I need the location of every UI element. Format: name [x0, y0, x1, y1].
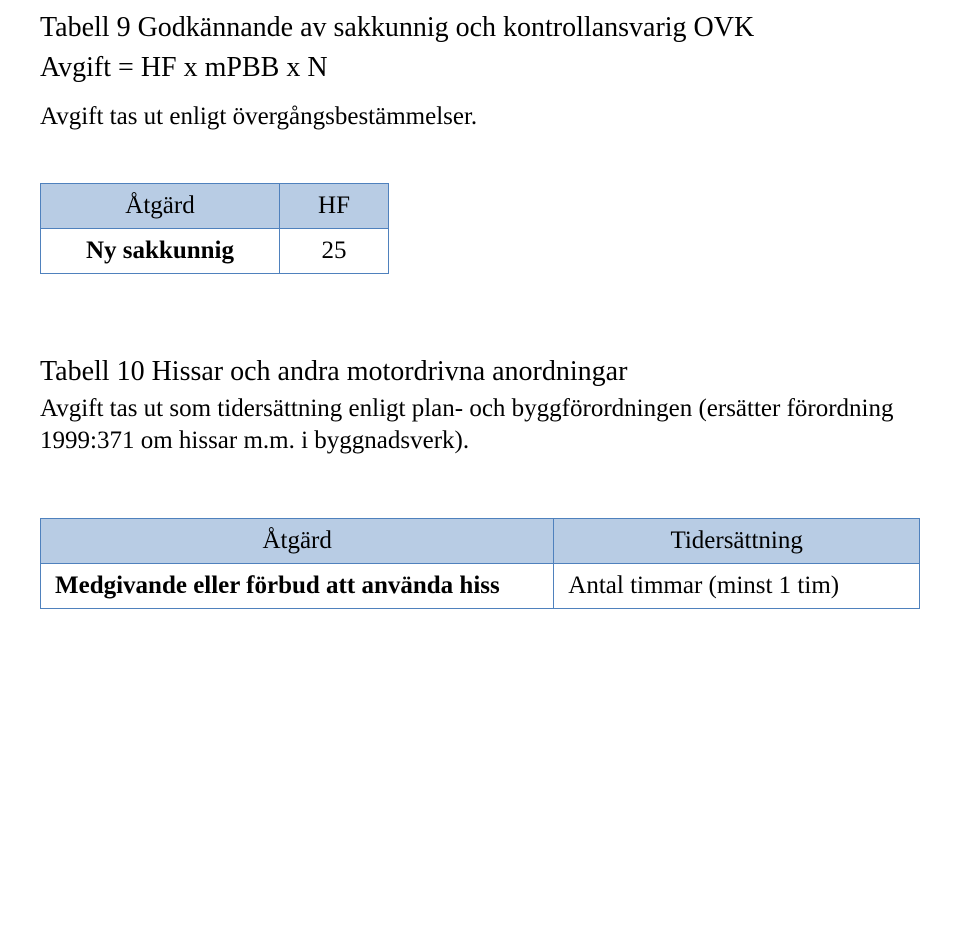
section-9-subtitle: Avgift = HF x mPBB x N [40, 50, 920, 86]
table-9-cell-value: 25 [280, 229, 389, 274]
table-10-cell-label: Medgivande eller förbud att använda hiss [41, 563, 554, 608]
table-9-cell-label: Ny sakkunnig [41, 229, 280, 274]
table-row: Ny sakkunnig 25 [41, 229, 389, 274]
document-page: Tabell 9 Godkännande av sakkunnig och ko… [0, 0, 960, 639]
table-row: Åtgärd Tidersättning [41, 518, 920, 563]
table-9-header-hf: HF [280, 184, 389, 229]
section-10-desc: Avgift tas ut som tidersättning enligt p… [40, 393, 920, 458]
table-row: Medgivande eller förbud att använda hiss… [41, 563, 920, 608]
section-9: Tabell 9 Godkännande av sakkunnig och ko… [40, 10, 920, 274]
table-10: Åtgärd Tidersättning Medgivande eller fö… [40, 518, 920, 609]
spacer [40, 458, 920, 518]
spacer [40, 274, 920, 354]
table-10-header-tidersattning: Tidersättning [554, 518, 920, 563]
table-row: Åtgärd HF [41, 184, 389, 229]
section-10: Tabell 10 Hissar och andra motordrivna a… [40, 354, 920, 608]
table-10-header-atgard: Åtgärd [41, 518, 554, 563]
table-9: Åtgärd HF Ny sakkunnig 25 [40, 183, 389, 274]
section-9-title: Tabell 9 Godkännande av sakkunnig och ko… [40, 10, 920, 46]
table-9-header-atgard: Åtgärd [41, 184, 280, 229]
table-10-cell-value: Antal timmar (minst 1 tim) [554, 563, 920, 608]
section-10-title: Tabell 10 Hissar och andra motordrivna a… [40, 354, 920, 390]
section-9-note: Avgift tas ut enligt övergångsbestämmels… [40, 101, 920, 134]
